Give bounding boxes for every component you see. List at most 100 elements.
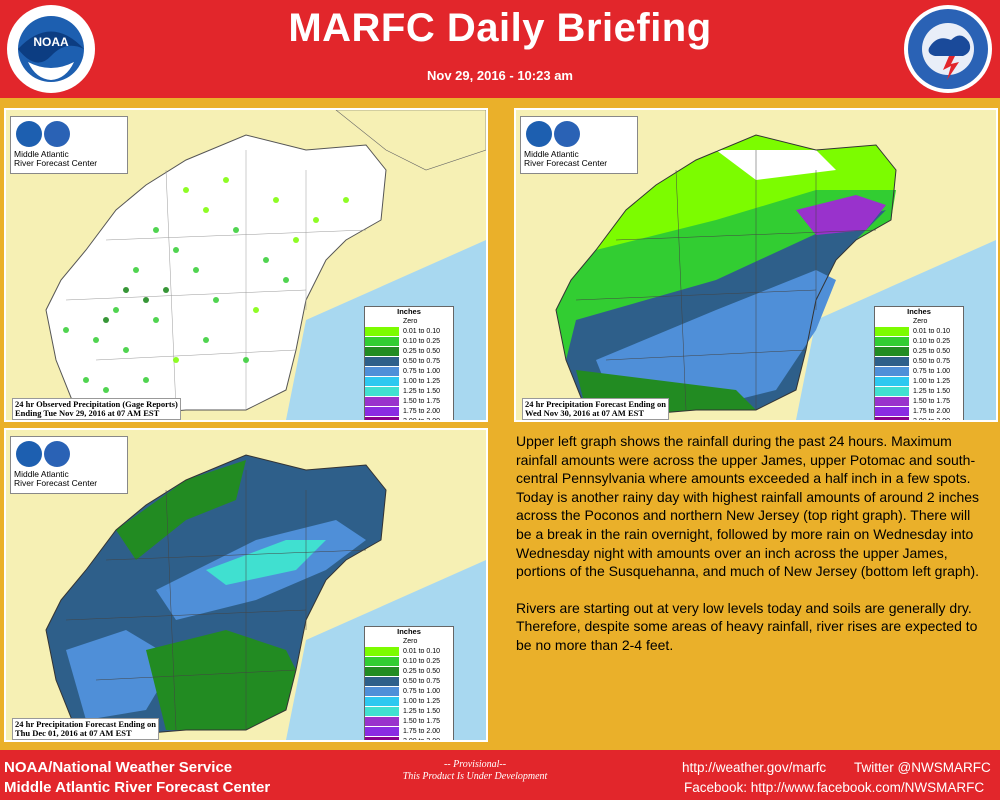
legend-swatch [365, 717, 399, 727]
legend-swatch [365, 667, 399, 677]
legend-row: Zero [365, 637, 453, 647]
legend-label: 1.00 to 1.25 [403, 698, 440, 705]
legend-label: 0.50 to 0.75 [403, 358, 440, 365]
briefing-date: Nov 29, 2016 - 10:23 am [427, 68, 573, 83]
legend-label: 0.10 to 0.25 [403, 338, 440, 345]
legend-label: 1.25 to 1.50 [403, 388, 440, 395]
legend-row: 0.10 to 0.25 [875, 337, 963, 347]
legend-swatch [875, 347, 909, 357]
map-2-terrain [516, 110, 996, 420]
precipitation-legend: Inches Zero 0.01 to 0.10 0.10 to 0.25 0.25 t… [874, 306, 964, 420]
legend-swatch [365, 707, 399, 717]
description-paragraph-1: Upper left graph shows the rainfall duri… [516, 433, 980, 580]
legend-row: 0.50 to 0.75 [365, 677, 453, 687]
legend-swatch [365, 327, 399, 337]
noaa-logo: NOAA [7, 5, 95, 93]
legend-swatch [365, 687, 399, 697]
legend-swatch [365, 677, 399, 687]
legend-row: 0.25 to 0.50 [365, 667, 453, 677]
legend-swatch [875, 407, 909, 417]
legend-swatch [365, 647, 399, 657]
precipitation-legend: Inches Zero 0.01 to 0.10 0.10 to 0.25 0.25 t… [364, 626, 454, 740]
map-1-agency-icons [16, 121, 70, 147]
legend-swatch [875, 367, 909, 377]
legend-row: 1.75 to 2.00 [365, 727, 453, 737]
legend-row: 1.00 to 1.25 [365, 697, 453, 707]
legend-swatch [365, 697, 399, 707]
legend-row: 0.01 to 0.10 [365, 647, 453, 657]
legend-swatch [365, 637, 399, 647]
forecast-thu-map: Middle Atlantic River Forecast Center Inc… [4, 428, 488, 742]
footer-bar: NOAA/National Weather Service Middle Atl… [0, 750, 1000, 800]
footer-center-name: Middle Atlantic River Forecast Center [4, 779, 271, 796]
legend-row: 1.75 to 2.00 [365, 407, 453, 417]
legend-swatch [875, 327, 909, 337]
legend-label: 1.00 to 1.25 [403, 378, 440, 385]
legend-title: Inches [397, 627, 421, 636]
legend-label: 0.10 to 0.25 [403, 658, 440, 665]
legend-swatch [365, 727, 399, 737]
legend-row: 0.01 to 0.10 [875, 327, 963, 337]
header-bar: NOAA MARFC Daily Briefing Nov 29, 2016 -… [0, 0, 1000, 98]
legend-row: 2.00 to 3.00 [365, 417, 453, 420]
legend-label: 1.50 to 1.75 [913, 398, 950, 405]
legend-swatch [365, 657, 399, 667]
precipitation-legend: Inches Zero 0.01 to 0.10 0.10 to 0.25 0.25 t… [364, 306, 454, 420]
legend-row: 0.50 to 0.75 [365, 357, 453, 367]
legend-label: 1.75 to 2.00 [913, 408, 950, 415]
legend-row: 1.00 to 1.25 [875, 377, 963, 387]
legend-swatch [365, 377, 399, 387]
legend-swatch [365, 737, 399, 740]
legend-row: 0.10 to 0.25 [365, 657, 453, 667]
twitter-link[interactable]: Twitter @NWSMARFC [854, 760, 991, 775]
legend-label: 0.50 to 0.75 [913, 358, 950, 365]
legend-label: 0.10 to 0.25 [913, 338, 950, 345]
website-link[interactable]: http://weather.gov/marfc [682, 760, 827, 775]
legend-row: 0.75 to 1.00 [875, 367, 963, 377]
legend-swatch [365, 347, 399, 357]
legend-label: 1.50 to 1.75 [403, 398, 440, 405]
legend-label: 0.25 to 0.50 [913, 348, 950, 355]
legend-swatch [365, 367, 399, 377]
legend-label: 0.50 to 0.75 [403, 678, 440, 685]
legend-label: 1.25 to 1.50 [403, 708, 440, 715]
legend-label: 0.01 to 0.10 [403, 328, 440, 335]
legend-label: 1.00 to 1.25 [913, 378, 950, 385]
map-2-agency-icons [526, 121, 580, 147]
description-paragraph-2: Rivers are starting out at very low leve… [516, 599, 978, 653]
legend-swatch [875, 387, 909, 397]
map-1-caption: 24 hr Observed Precipitation (Gage Repor… [12, 398, 181, 420]
legend-label: 1.25 to 1.50 [913, 388, 950, 395]
legend-swatch [365, 417, 399, 420]
legend-row: 0.75 to 1.00 [365, 687, 453, 697]
legend-swatch [365, 317, 399, 327]
legend-swatch [875, 317, 909, 327]
legend-row: 0.25 to 0.50 [365, 347, 453, 357]
legend-swatch [875, 397, 909, 407]
legend-label: 0.75 to 1.00 [403, 688, 440, 695]
development-notice: This Product Is Under Development [402, 771, 548, 782]
legend-row: 0.75 to 1.00 [365, 367, 453, 377]
legend-row: 1.25 to 1.50 [365, 707, 453, 717]
legend-label: 1.50 to 1.75 [403, 718, 440, 725]
legend-label: 1.75 to 2.00 [403, 728, 440, 735]
legend-swatch [365, 387, 399, 397]
legend-row: 0.01 to 0.10 [365, 327, 453, 337]
footer-agency: NOAA/National Weather Service [4, 759, 233, 776]
legend-swatch [875, 377, 909, 387]
legend-row: 1.50 to 1.75 [365, 397, 453, 407]
legend-label: 0.01 to 0.10 [403, 648, 440, 655]
legend-label: Zero [403, 638, 418, 645]
legend-row: 1.50 to 1.75 [365, 717, 453, 727]
legend-row: Zero [365, 317, 453, 327]
legend-row: 1.00 to 1.25 [365, 377, 453, 387]
svg-text:NOAA: NOAA [33, 35, 69, 49]
legend-label: 1.75 to 2.00 [403, 408, 440, 415]
facebook-link[interactable]: Facebook: http://www.facebook.com/NWSMAR… [684, 780, 985, 795]
legend-row: 1.25 to 1.50 [365, 387, 453, 397]
map-1-logos: Middle Atlantic River Forecast Center [10, 116, 128, 174]
legend-label: 0.25 to 0.50 [403, 668, 440, 675]
forecast-wed-map: Middle Atlantic River Forecast Center Inc… [514, 108, 998, 422]
legend-swatch [875, 357, 909, 367]
map-3-agency-icons [16, 441, 70, 467]
